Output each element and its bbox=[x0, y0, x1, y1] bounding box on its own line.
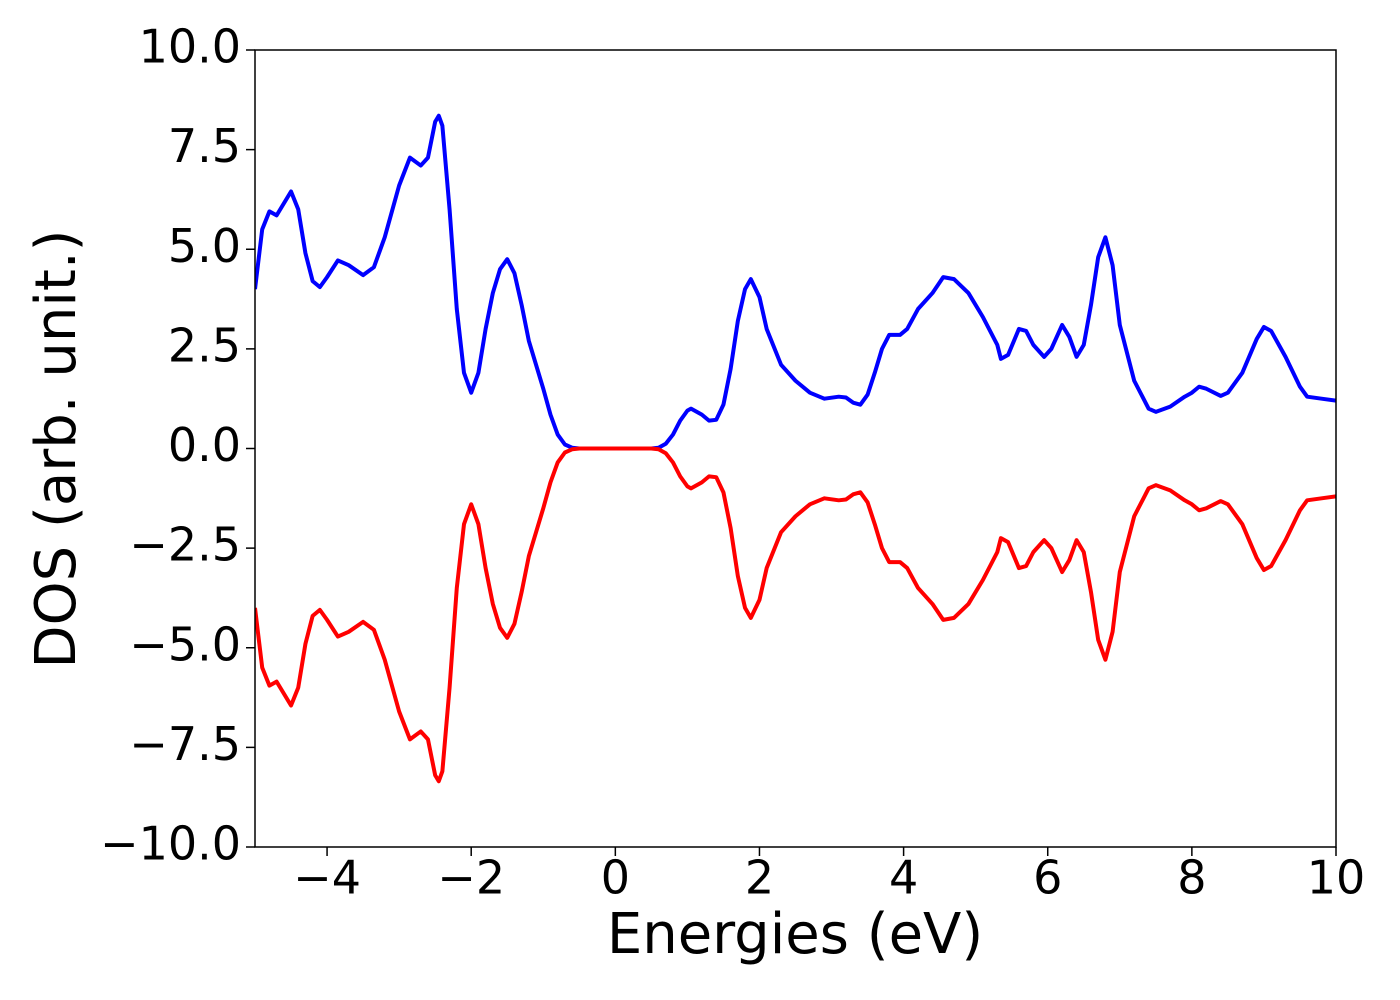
y-tick-label: −7.5 bbox=[129, 717, 241, 771]
x-tick-label: −4 bbox=[293, 851, 361, 905]
x-tick-label: −2 bbox=[437, 851, 505, 905]
y-tick-label: 2.5 bbox=[168, 318, 241, 372]
series-line bbox=[255, 113, 1336, 451]
x-axis-label: Energies (eV) bbox=[607, 902, 983, 967]
x-tick-label: 8 bbox=[1177, 851, 1206, 905]
x-tick-label: 4 bbox=[889, 851, 918, 905]
series-line bbox=[255, 446, 1336, 784]
y-tick-label: 7.5 bbox=[168, 119, 241, 173]
x-tick-label: 0 bbox=[601, 851, 630, 905]
plot-frame bbox=[254, 49, 1337, 848]
x-tick-label: 10 bbox=[1307, 851, 1366, 905]
x-tick-label: 6 bbox=[1033, 851, 1062, 905]
y-tick-label: −5.0 bbox=[129, 617, 241, 671]
y-tick-label: 5.0 bbox=[168, 219, 241, 273]
y-tick-label: 0.0 bbox=[168, 418, 241, 472]
x-tick-label: 2 bbox=[745, 851, 774, 905]
y-tick-label: −10.0 bbox=[100, 817, 241, 871]
y-tick-label: −2.5 bbox=[129, 518, 241, 572]
y-axis-label: DOS (arb. unit.) bbox=[24, 229, 89, 668]
y-tick-label: 10.0 bbox=[139, 20, 241, 74]
